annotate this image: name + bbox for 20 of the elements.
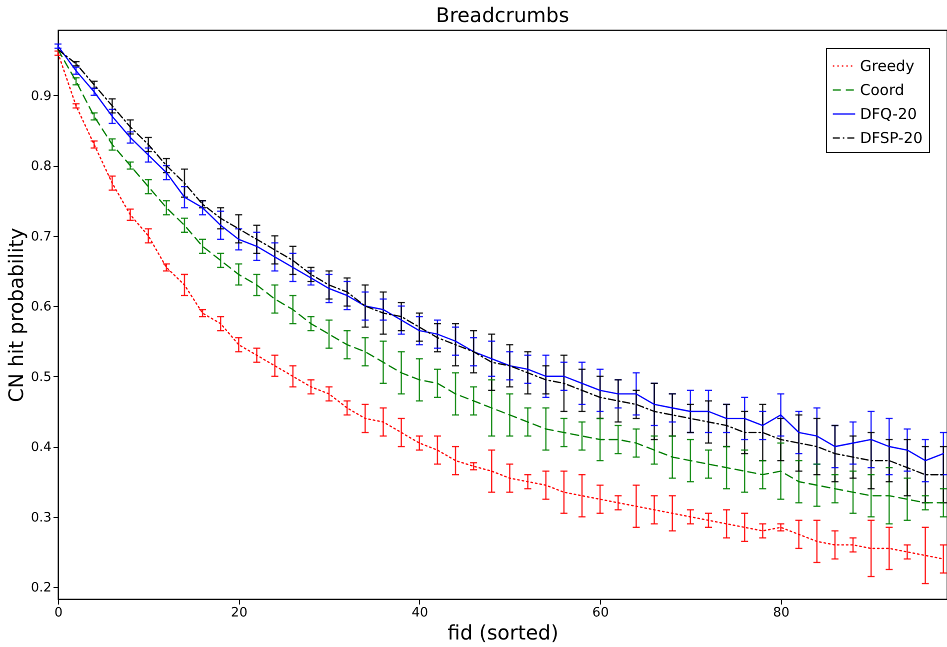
y-tick-label: 0.5 — [30, 370, 52, 385]
chart-title: Breadcrumbs — [436, 3, 570, 27]
legend-label: DFSP-20 — [860, 129, 923, 147]
x-tick-label: 20 — [230, 606, 248, 620]
legend-label: DFQ-20 — [860, 105, 917, 123]
y-tick-label: 0.8 — [30, 159, 52, 174]
x-axis-title: fid (sorted) — [448, 620, 558, 644]
y-tick-label: 0.4 — [30, 440, 52, 456]
y-tick-label: 0.3 — [30, 510, 52, 526]
legend-label: Coord — [860, 81, 904, 99]
x-tick-label: 60 — [592, 606, 609, 620]
y-tick-label: 0.9 — [30, 88, 52, 104]
y-tick-label: 0.7 — [30, 229, 52, 244]
x-tick-label: 80 — [772, 606, 790, 620]
x-tick-label: 0 — [54, 606, 63, 620]
legend-label: Greedy — [860, 57, 914, 75]
y-tick-label: 0.2 — [30, 580, 52, 596]
y-axis-title: CN hit probability — [4, 228, 28, 402]
y-tick-label: 0.6 — [30, 300, 52, 315]
x-tick-label: 40 — [412, 606, 428, 620]
